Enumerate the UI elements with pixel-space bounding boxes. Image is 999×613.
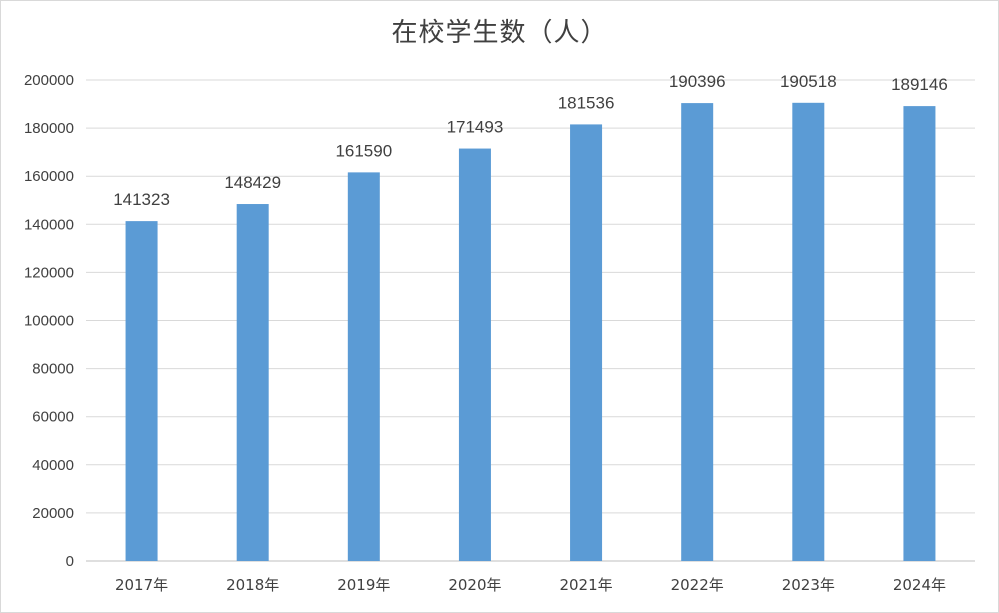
x-tick-label: 2019年 <box>337 576 390 594</box>
bar <box>792 102 825 562</box>
y-tick-label: 100000 <box>24 313 74 330</box>
data-label: 189146 <box>891 75 948 94</box>
y-tick-label: 140000 <box>24 216 74 233</box>
bar <box>347 172 380 562</box>
data-label: 148429 <box>224 173 281 192</box>
y-tick-label: 180000 <box>24 120 74 137</box>
data-label: 161590 <box>335 141 392 160</box>
bar <box>570 124 603 562</box>
y-tick-label: 40000 <box>32 457 74 474</box>
bar <box>903 106 936 561</box>
x-tick-label: 2022年 <box>671 576 724 594</box>
bar <box>681 103 714 561</box>
x-tick-label: 2024年 <box>893 576 946 594</box>
data-label: 190518 <box>780 72 837 91</box>
data-label: 181536 <box>558 93 615 112</box>
x-tick-label: 2017年 <box>115 576 168 594</box>
chart-title: 在校学生数（人） <box>391 18 608 48</box>
data-label: 171493 <box>447 118 504 137</box>
y-tick-label: 120000 <box>24 264 74 281</box>
y-tick-label: 160000 <box>24 168 74 185</box>
data-label: 141323 <box>113 190 170 209</box>
bar <box>125 221 158 562</box>
y-tick-label: 60000 <box>32 409 74 426</box>
y-tick-label: 80000 <box>32 361 74 378</box>
bar <box>236 204 269 561</box>
x-tick-label: 2021年 <box>559 576 612 594</box>
x-tick-label: 2023年 <box>782 576 835 594</box>
data-label: 190396 <box>669 72 726 91</box>
y-tick-label: 0 <box>66 553 74 570</box>
y-tick-label: 200000 <box>24 72 74 89</box>
bar <box>458 148 491 562</box>
x-tick-label: 2018年 <box>226 576 279 594</box>
y-tick-label: 20000 <box>32 505 74 522</box>
x-tick-label: 2020年 <box>448 576 501 594</box>
